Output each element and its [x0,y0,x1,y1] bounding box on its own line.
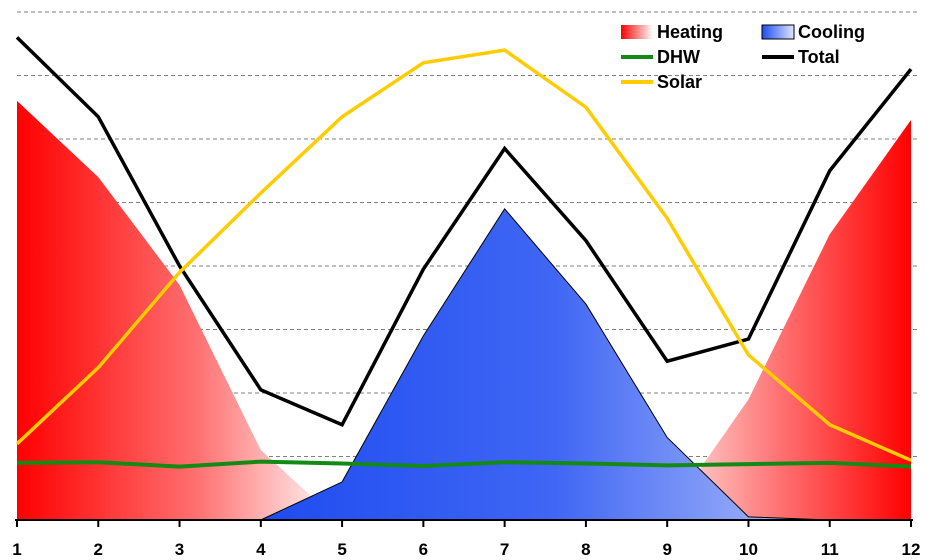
x-tick-label: 6 [419,540,428,559]
x-tick-label: 3 [175,540,184,559]
heating-area-left [17,100,343,521]
x-tick-label: 7 [500,540,509,559]
x-tick-label: 10 [739,540,758,559]
x-tick-label: 1 [12,540,21,559]
legend-label-total: Total [798,47,840,67]
legend-label-dhw: DHW [657,47,700,67]
x-tick-label: 4 [256,540,266,559]
x-tick-label: 9 [662,540,671,559]
legend-item-solar: Solar [621,72,702,92]
x-tick-label: 2 [94,540,103,559]
line-series [15,36,913,469]
area-series [17,100,911,521]
legend-label-cooling: Cooling [798,22,865,42]
legend-swatch-heating [621,25,653,39]
dhw-line [16,459,912,469]
x-tick-label: 12 [902,540,921,559]
legend-item-total: Total [762,47,840,67]
legend-label-solar: Solar [657,72,702,92]
legend-item-heating: Heating [621,22,723,42]
legend-label-heating: Heating [657,22,723,42]
x-tick-label: 11 [821,540,839,559]
total-line [15,36,913,427]
legend-swatch-cooling [761,24,795,40]
x-tick-label: 5 [337,540,346,559]
solar-line [15,48,912,462]
x-axis: 1 2 3 4 5 6 7 8 9 10 11 12 [12,519,921,559]
heating-area-right [675,119,911,520]
x-tick-label: 8 [581,540,590,559]
legend: Heating Cooling DHW Total Solar [621,22,865,92]
legend-item-cooling: Cooling [761,22,865,42]
legend-item-dhw: DHW [621,47,700,67]
